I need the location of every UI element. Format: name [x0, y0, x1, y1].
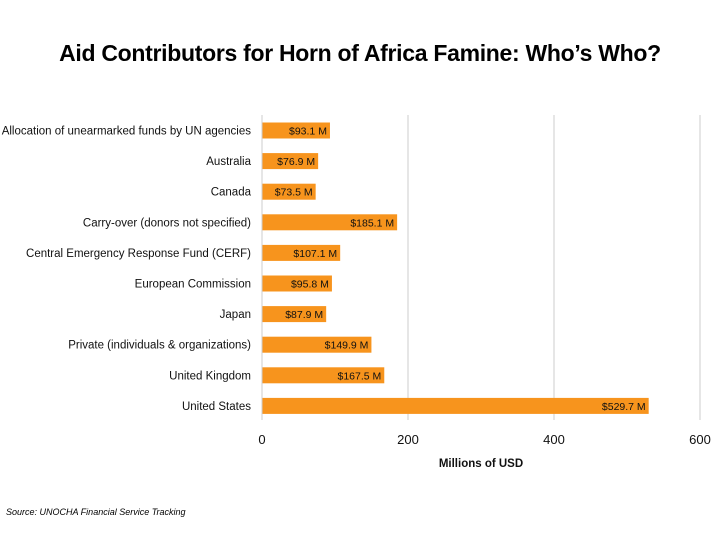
data-label: $95.8 M — [291, 279, 329, 291]
data-label: $76.9 M — [277, 156, 315, 168]
category-label: Australia — [206, 156, 251, 168]
x-tick-label: 400 — [543, 432, 565, 447]
x-axis-title: Millions of USD — [439, 458, 523, 470]
x-tick-label: 0 — [258, 432, 265, 447]
bar — [262, 397, 649, 414]
data-label: $107.1 M — [293, 248, 337, 260]
category-label: Central Emergency Response Fund (CERF) — [26, 248, 251, 260]
data-label: $149.9 M — [325, 340, 369, 352]
x-tick-label: 600 — [689, 432, 711, 447]
source-note: Source: UNOCHA Financial Service Trackin… — [6, 507, 186, 517]
data-label: $167.5 M — [337, 370, 381, 382]
category-label: Japan — [220, 309, 251, 321]
bar — [262, 153, 319, 170]
data-label: $93.1 M — [289, 126, 327, 138]
bar — [262, 183, 316, 200]
bar — [262, 306, 327, 323]
category-label: Private (individuals & organizations) — [68, 340, 251, 352]
chart-title: Aid Contributors for Horn of Africa Fami… — [59, 40, 661, 66]
category-label: European Commission — [135, 279, 251, 291]
bar — [262, 122, 330, 139]
category-label: United States — [182, 401, 251, 413]
bar — [262, 214, 398, 231]
x-tick-label: 200 — [397, 432, 419, 447]
category-label: Carry-over (donors not specified) — [83, 217, 251, 229]
data-label: $185.1 M — [350, 217, 394, 229]
category-label: Allocation of unearmarked funds by UN ag… — [2, 126, 252, 138]
data-label: $73.5 M — [275, 187, 313, 199]
data-label: $87.9 M — [285, 309, 323, 321]
bar — [262, 336, 372, 353]
data-label: $529.7 M — [602, 401, 646, 413]
category-label: Canada — [211, 187, 252, 199]
category-label: United Kingdom — [169, 370, 251, 382]
bar — [262, 244, 341, 261]
bar — [262, 275, 332, 292]
bar — [262, 367, 385, 384]
